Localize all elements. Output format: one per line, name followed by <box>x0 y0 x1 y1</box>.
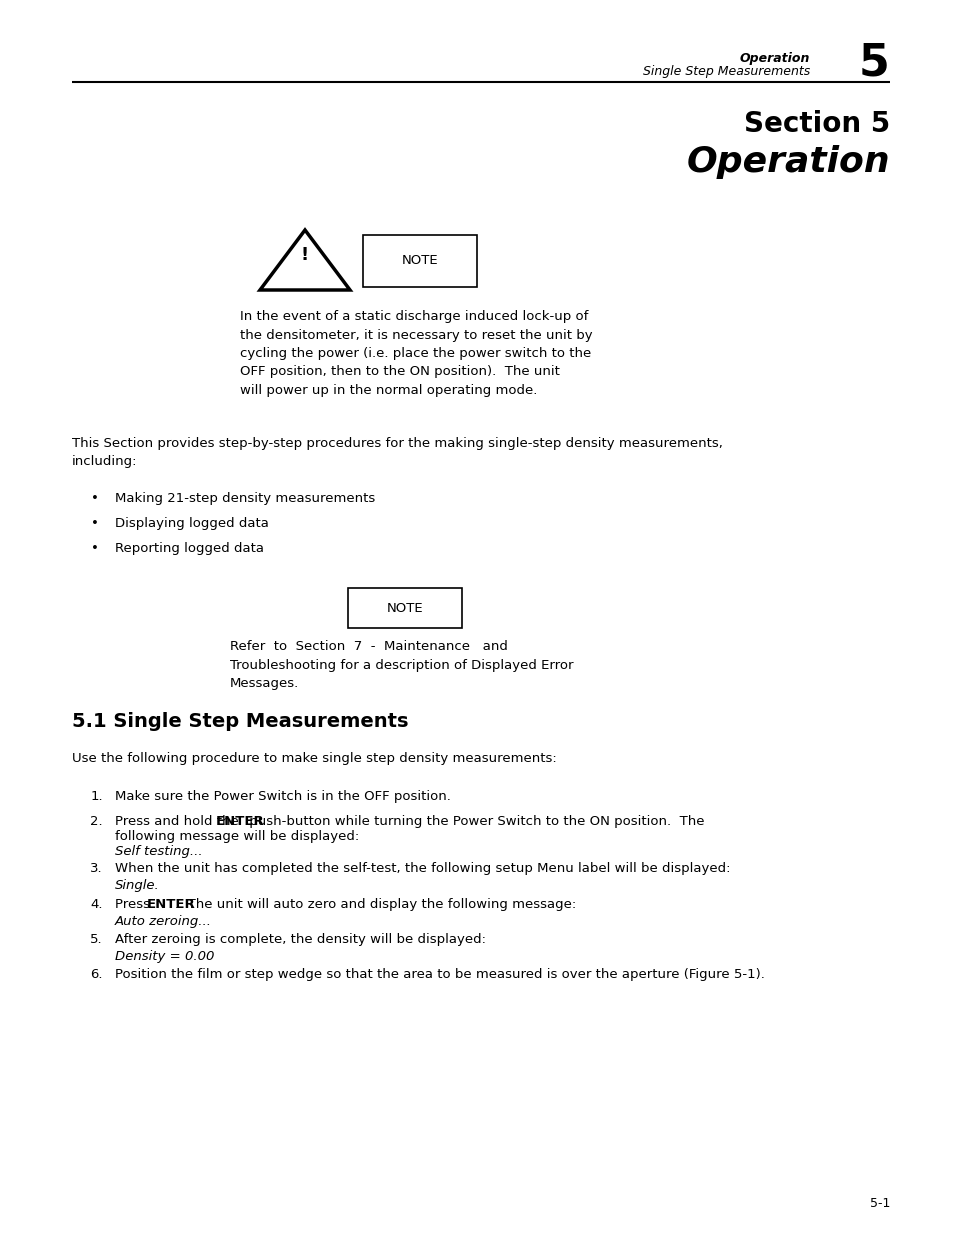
Text: Density = 0.00: Density = 0.00 <box>115 950 214 963</box>
Text: Refer  to  Section  7  -  Maintenance   and
Troubleshooting for a description of: Refer to Section 7 - Maintenance and Tro… <box>230 640 573 690</box>
Text: Make sure the Power Switch is in the OFF position.: Make sure the Power Switch is in the OFF… <box>115 790 451 803</box>
Text: Single Step Measurements: Single Step Measurements <box>642 65 809 78</box>
Text: Auto zeroing...: Auto zeroing... <box>115 915 212 927</box>
Text: Use the following procedure to make single step density measurements:: Use the following procedure to make sing… <box>71 752 557 764</box>
Text: Press: Press <box>115 898 154 911</box>
Text: Press and hold the: Press and hold the <box>115 815 243 827</box>
Text: When the unit has completed the self-test, the following setup Menu label will b: When the unit has completed the self-tes… <box>115 862 730 876</box>
FancyBboxPatch shape <box>348 588 461 629</box>
Text: 4.: 4. <box>91 898 103 911</box>
Text: ENTER: ENTER <box>147 898 195 911</box>
Text: 5-1: 5-1 <box>869 1197 889 1210</box>
Text: Position the film or step wedge so that the area to be measured is over the aper: Position the film or step wedge so that … <box>115 968 764 981</box>
Text: following message will be displayed:: following message will be displayed: <box>115 830 359 844</box>
Text: 5.: 5. <box>91 932 103 946</box>
Text: In the event of a static discharge induced lock-up of
the densitometer, it is ne: In the event of a static discharge induc… <box>240 310 592 396</box>
Text: 5: 5 <box>859 42 889 85</box>
Text: 1.: 1. <box>91 790 103 803</box>
Text: NOTE: NOTE <box>386 601 423 615</box>
Text: ENTER: ENTER <box>215 815 265 827</box>
Text: !: ! <box>300 246 309 264</box>
Text: Section 5: Section 5 <box>743 110 889 138</box>
Text: •: • <box>91 517 99 530</box>
Text: Operation: Operation <box>685 144 889 179</box>
Text: push-button while turning the Power Switch to the ON position.  The: push-button while turning the Power Swit… <box>244 815 703 827</box>
Text: 5.1 Single Step Measurements: 5.1 Single Step Measurements <box>71 713 408 731</box>
Text: Self testing...: Self testing... <box>115 845 202 858</box>
Text: •: • <box>91 492 99 505</box>
Text: 3.: 3. <box>91 862 103 876</box>
Text: After zeroing is complete, the density will be displayed:: After zeroing is complete, the density w… <box>115 932 485 946</box>
Text: Single.: Single. <box>115 879 159 892</box>
Text: 6.: 6. <box>91 968 103 981</box>
Text: Making 21-step density measurements: Making 21-step density measurements <box>115 492 375 505</box>
Text: .  The unit will auto zero and display the following message:: . The unit will auto zero and display th… <box>175 898 576 911</box>
Text: This Section provides step-by-step procedures for the making single-step density: This Section provides step-by-step proce… <box>71 437 722 468</box>
Text: Reporting logged data: Reporting logged data <box>115 542 264 555</box>
Text: NOTE: NOTE <box>401 254 437 268</box>
Text: Operation: Operation <box>739 52 809 65</box>
Text: •: • <box>91 542 99 555</box>
Text: Displaying logged data: Displaying logged data <box>115 517 269 530</box>
FancyBboxPatch shape <box>363 235 476 287</box>
Text: 2.: 2. <box>91 815 103 827</box>
